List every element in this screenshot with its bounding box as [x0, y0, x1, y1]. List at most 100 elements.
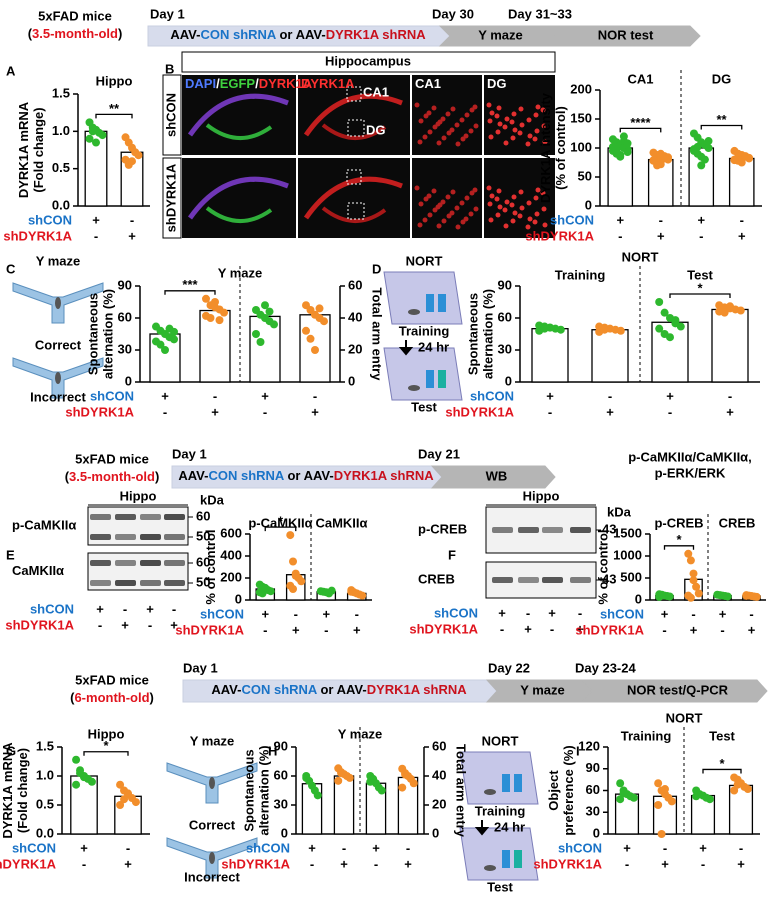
condition-mark: -: [699, 228, 703, 243]
significance-label: ***: [182, 277, 198, 292]
cell: [510, 135, 516, 141]
data-point: [72, 755, 81, 764]
condition-label: shCON: [600, 606, 644, 621]
tick-label: 200: [570, 81, 592, 96]
condition-mark: +: [748, 622, 756, 637]
data-point: [654, 801, 663, 809]
cell: [441, 218, 447, 224]
tick-label: 150: [570, 110, 592, 125]
band: [542, 577, 563, 583]
data-point: [358, 591, 367, 600]
day-label: Day 31~33: [508, 6, 572, 21]
data-point: [156, 340, 165, 349]
band: [570, 577, 591, 583]
mouse: [484, 789, 496, 795]
day-label: Day 1: [183, 660, 218, 675]
significance-bracket: [700, 124, 743, 130]
mouse: [209, 777, 215, 789]
condition-mark: -: [526, 605, 530, 620]
cell: [436, 140, 442, 146]
data-point: [206, 314, 215, 322]
tick-label: 400: [220, 547, 242, 562]
data-point: [556, 325, 565, 334]
condition-mark: -: [720, 622, 724, 637]
day-label: Day 30: [432, 6, 474, 21]
roi-box: [347, 202, 365, 220]
tick-label: 0.0: [36, 825, 54, 840]
cell: [464, 195, 470, 201]
data-point: [409, 779, 418, 788]
object: [514, 850, 522, 868]
data-point: [211, 298, 219, 306]
y-axis-label: DYRK1A mRNA: [0, 742, 15, 839]
cell: [527, 133, 533, 139]
condition-mark: +: [146, 601, 154, 616]
significance-label: *: [676, 532, 682, 547]
condition-mark: -: [172, 601, 176, 616]
blot-row-label: p-CREB: [418, 521, 467, 536]
cell: [526, 117, 532, 123]
tick-label: 20: [348, 341, 362, 356]
object: [502, 774, 510, 792]
tick-label: 600: [220, 525, 242, 540]
panel-letter: A: [6, 63, 16, 78]
group-label: p-CREB: [654, 515, 703, 530]
tick-label: 1.5: [52, 85, 70, 100]
diagram-label: Correct: [35, 337, 82, 352]
age-label-part: 3.5-month-old: [32, 26, 118, 41]
marker-label: 60: [196, 554, 210, 569]
row-label-box: [162, 157, 182, 239]
treatment-label-part: or AAV-: [317, 682, 367, 697]
cell: [431, 105, 437, 111]
cell: [426, 193, 432, 199]
condition-mark: +: [690, 622, 698, 637]
cell: [510, 218, 516, 224]
marker-label: 43: [602, 521, 616, 536]
mouse: [55, 372, 61, 384]
data-point: [655, 324, 664, 333]
data-point: [120, 795, 129, 804]
condition-label: shCON: [558, 840, 602, 855]
significance-label: *: [719, 756, 725, 771]
y-axis-label: DYRK1A intensity: [538, 92, 553, 203]
condition-mark: -: [355, 606, 359, 621]
stage-arrow: [580, 679, 768, 703]
y-axis-label: % of control: [203, 529, 218, 604]
tick-label: 0.0: [52, 197, 70, 212]
tick-label: 0: [593, 825, 600, 840]
cell: [519, 122, 525, 128]
unit-label: kDa: [607, 504, 632, 519]
band: [492, 577, 513, 583]
group-label: Training: [621, 728, 672, 743]
data-point: [616, 779, 625, 788]
significance-label: *: [103, 738, 109, 753]
band: [115, 560, 136, 566]
stage-label: NOR test/Q-PCR: [627, 682, 729, 697]
condition-mark: +: [623, 840, 631, 855]
group-label: p-CaMKIIα: [248, 515, 312, 530]
stage-arrow: [543, 25, 701, 47]
y-axis-label: (Fold change): [15, 748, 30, 833]
condition-mark: -: [213, 388, 217, 403]
tick-label: 90: [274, 738, 288, 753]
row-label: shDYRK1A: [163, 163, 178, 232]
data-point: [313, 791, 322, 800]
diagram-label: Test: [411, 399, 437, 414]
data-point: [85, 134, 94, 143]
y2-axis-label: Total arm entry: [370, 288, 385, 382]
data-point: [327, 586, 336, 595]
band: [90, 534, 111, 540]
cell: [496, 105, 502, 111]
data-point: [704, 137, 713, 146]
object: [514, 774, 522, 792]
treatment-label-part: AAV-: [178, 468, 208, 483]
cell: [454, 205, 460, 211]
y-axis-label: alternation (%): [100, 289, 115, 379]
diagram-label: Training: [399, 323, 450, 338]
condition-mark: +: [261, 606, 269, 621]
data-point: [689, 576, 698, 585]
condition-mark: +: [661, 606, 669, 621]
data-point: [215, 316, 224, 325]
day-label: Day 22: [488, 660, 530, 675]
row-label-box: [162, 74, 182, 156]
